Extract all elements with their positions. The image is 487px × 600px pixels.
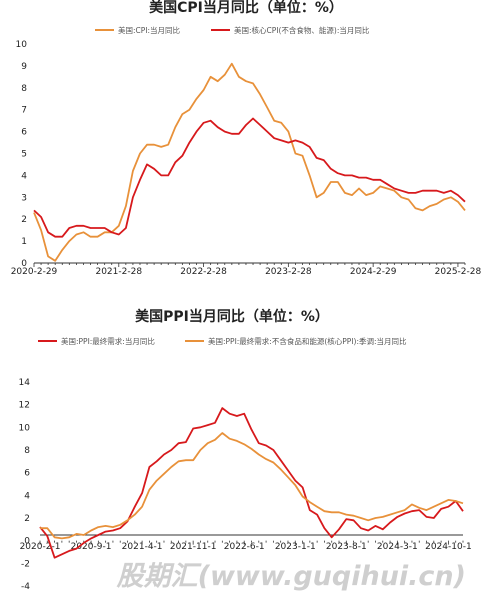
cpi-y-tick-label: 10 — [16, 40, 28, 50]
cpi-y-tick-label: 5 — [21, 150, 27, 160]
ppi-x-tick-label: 2021-11-1 — [170, 542, 217, 552]
ppi-x-tick-label: 2023-8-1 — [326, 542, 367, 552]
ppi-y-tick-label: 14 — [19, 378, 31, 388]
cpi-y-tick-label: 4 — [21, 171, 27, 181]
ppi-y-tick-label: 4 — [24, 491, 30, 501]
ppi-series-line-1 — [40, 432, 464, 540]
ppi-y-axis: -4 -2 0 2 4 6 8 10 12 14 — [19, 378, 31, 592]
cpi-y-tick-label: 8 — [21, 84, 27, 94]
cpi-x-tick-label: 2022-2-28 — [180, 267, 227, 277]
cpi-y-tick-label: 2 — [21, 215, 27, 225]
ppi-legend: 美国:PPI:最终需求:当月同比 美国:PPI:最终需求:不含食品和能源(核心P… — [38, 336, 407, 346]
cpi-y-tick-label: 0 — [21, 259, 27, 269]
cpi-legend-label-core: 美国:核心CPI(不含食物、能源):当月同比 — [234, 25, 370, 35]
ppi-x-tick-label: 2023-1-1 — [275, 542, 316, 552]
ppi-x-axis: 2020-2-1 2020-9-1 2021-4-1 2021-11-1 2022-6-… — [20, 540, 472, 552]
cpi-y-tick-label: 7 — [21, 106, 27, 116]
ppi-x-tick-label: 2022-6-1 — [224, 542, 265, 552]
ppi-x-tick-label: 2021-4-1 — [122, 542, 163, 552]
cpi-series-line-1 — [33, 117, 466, 238]
cpi-y-tick-label: 9 — [21, 62, 27, 72]
watermark: 股期汇(www.guqihui.cn) — [116, 561, 466, 592]
ppi-y-tick-label: -2 — [21, 559, 30, 569]
cpi-chart-title: 美国CPI当月同比（单位：%） — [149, 0, 343, 16]
cpi-series-line-0 — [33, 62, 466, 262]
ppi-x-tick-label: 2020-9-1 — [71, 542, 112, 552]
cpi-y-tick-label: 6 — [21, 128, 27, 138]
cpi-x-tick-label: 2024-2-29 — [350, 267, 397, 277]
cpi-y-tick-label: 3 — [21, 193, 27, 203]
cpi-chart: 美国CPI当月同比（单位：%） 美国:CPI:当月同比 美国:核心CPI(不含食… — [11, 0, 482, 277]
ppi-y-tick-label: 12 — [19, 401, 30, 411]
cpi-legend: 美国:CPI:当月同比 美国:核心CPI(不含食物、能源):当月同比 — [95, 25, 370, 35]
ppi-y-tick-label: -4 — [21, 582, 30, 592]
ppi-y-tick-label: 6 — [24, 469, 30, 479]
cpi-x-tick-label: 2021-2-28 — [95, 267, 142, 277]
cpi-x-tick-label: 2023-2-28 — [265, 267, 312, 277]
ppi-legend-label-ppi: 美国:PPI:最终需求:当月同比 — [61, 336, 155, 346]
cpi-y-axis: 0 1 2 3 4 5 6 7 8 9 10 — [16, 40, 28, 269]
ppi-plot-area — [39, 407, 464, 559]
ppi-y-tick-label: 2 — [24, 514, 30, 524]
ppi-series-line-0 — [39, 407, 464, 559]
ppi-x-tick-label: 2024-10-1 — [425, 542, 472, 552]
ppi-y-tick-label: 0 — [24, 537, 30, 547]
ppi-chart: 美国PPI当月同比（单位：%） 美国:PPI:最终需求:当月同比 美国:PPI:… — [19, 308, 472, 592]
ppi-x-tick-label: 2024-3-1 — [377, 542, 418, 552]
ppi-x-tick-label: 2020-2-1 — [20, 542, 61, 552]
ppi-legend-label-core: 美国:PPI:最终需求:不含食品和能源(核心PPI):季调:当月同比 — [208, 336, 407, 346]
cpi-legend-label-cpi: 美国:CPI:当月同比 — [118, 25, 181, 35]
cpi-y-tick-label: 1 — [21, 237, 27, 247]
ppi-y-tick-label: 8 — [24, 446, 30, 456]
cpi-x-tick-label: 2020-2-29 — [11, 267, 58, 277]
cpi-x-tick-label: 2025-2-28 — [435, 267, 482, 277]
ppi-y-tick-label: 10 — [19, 423, 31, 433]
cpi-x-axis: 2020-2-29 2021-2-28 2022-2-28 2023-2-28 2024… — [11, 263, 482, 277]
ppi-chart-title: 美国PPI当月同比（单位：%） — [135, 308, 329, 325]
cpi-plot-area — [33, 62, 466, 262]
